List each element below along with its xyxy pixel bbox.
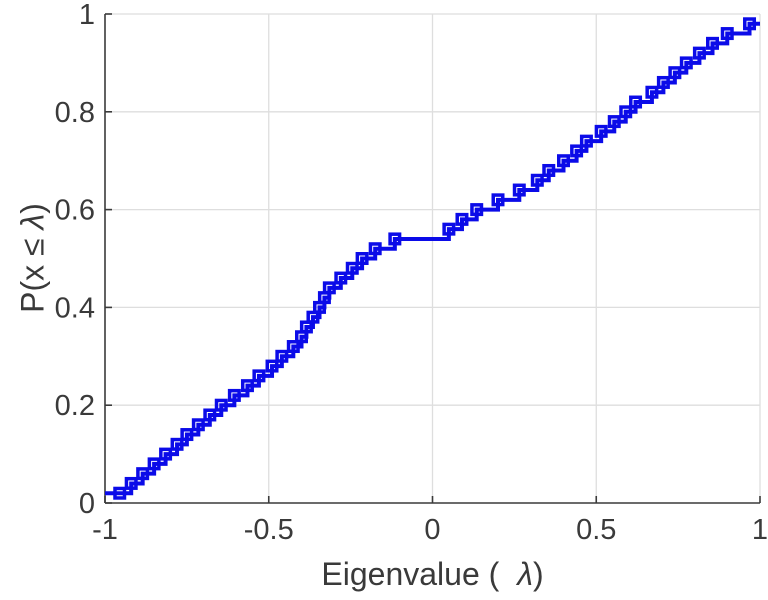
x-axis-label: Eigenvalue ( λ) <box>105 556 760 593</box>
data-point-marker <box>299 320 313 334</box>
x-tick-label: 0.5 <box>576 514 616 546</box>
data-point-marker <box>227 388 241 402</box>
y-axis-label-text: P(x ≤ <box>14 229 51 313</box>
data-point-marker <box>656 75 670 89</box>
data-point-marker <box>286 340 300 354</box>
data-point-marker <box>668 66 682 80</box>
data-point-marker <box>720 27 734 41</box>
data-point-marker <box>442 222 456 236</box>
ecdf-stairs-line <box>105 21 760 496</box>
data-point-marker <box>579 134 593 148</box>
data-point-marker <box>240 379 254 393</box>
y-tick-label: 0.8 <box>55 97 95 129</box>
x-tick-label: -1 <box>92 514 118 546</box>
data-point-marker <box>388 232 402 246</box>
data-point-marker <box>170 437 184 451</box>
data-point-marker <box>322 281 336 295</box>
x-axis-label-suffix: ) <box>532 556 544 592</box>
data-point-marker <box>594 124 608 138</box>
data-point-marker <box>455 212 469 226</box>
data-point-marker <box>306 310 320 324</box>
data-point-marker <box>645 85 659 99</box>
data-point-marker <box>180 428 194 442</box>
y-tick-label: 0.6 <box>55 195 95 227</box>
data-point-marker <box>491 193 505 207</box>
data-point-marker <box>147 457 161 471</box>
data-point-marker <box>679 56 693 70</box>
data-point-marker <box>570 144 584 158</box>
data-point-marker <box>542 163 556 177</box>
lambda-symbol: λ <box>517 556 533 592</box>
data-point-marker <box>345 261 359 275</box>
y-tick-label: 0 <box>79 488 95 520</box>
y-tick-label: 0.2 <box>55 390 95 422</box>
data-point-marker <box>619 105 633 119</box>
data-point-marker <box>265 359 279 373</box>
data-point-marker <box>470 203 484 217</box>
data-point-marker <box>706 36 720 50</box>
data-point-marker <box>275 349 289 363</box>
data-point-marker <box>368 242 382 256</box>
y-tick-label: 1 <box>79 0 95 31</box>
data-point-marker <box>334 271 348 285</box>
data-point-marker <box>159 447 173 461</box>
data-point-marker <box>191 418 205 432</box>
y-tick-label: 0.4 <box>55 292 95 324</box>
y-axis-label-suffix: ) <box>14 203 51 214</box>
data-point-marker <box>355 252 369 265</box>
x-axis-label-text: Eigenvalue ( <box>321 556 509 592</box>
data-point-marker <box>113 486 127 500</box>
lambda-symbol: λ <box>14 213 51 230</box>
data-point-marker <box>530 173 544 187</box>
x-tick-label: -0.5 <box>244 514 294 546</box>
data-point-marker <box>557 154 570 168</box>
data-point-marker <box>124 476 138 490</box>
data-point-marker <box>512 183 526 197</box>
x-tick-label: 1 <box>752 514 768 546</box>
data-point-marker <box>743 17 757 31</box>
data-point-marker <box>252 369 266 383</box>
data-point-marker <box>214 398 228 412</box>
data-point-marker <box>203 408 217 422</box>
data-point-marker <box>607 115 621 129</box>
x-tick-label: 0 <box>424 514 440 546</box>
data-point-marker <box>629 95 643 109</box>
data-point-marker <box>136 467 150 481</box>
data-point-marker <box>692 46 706 60</box>
